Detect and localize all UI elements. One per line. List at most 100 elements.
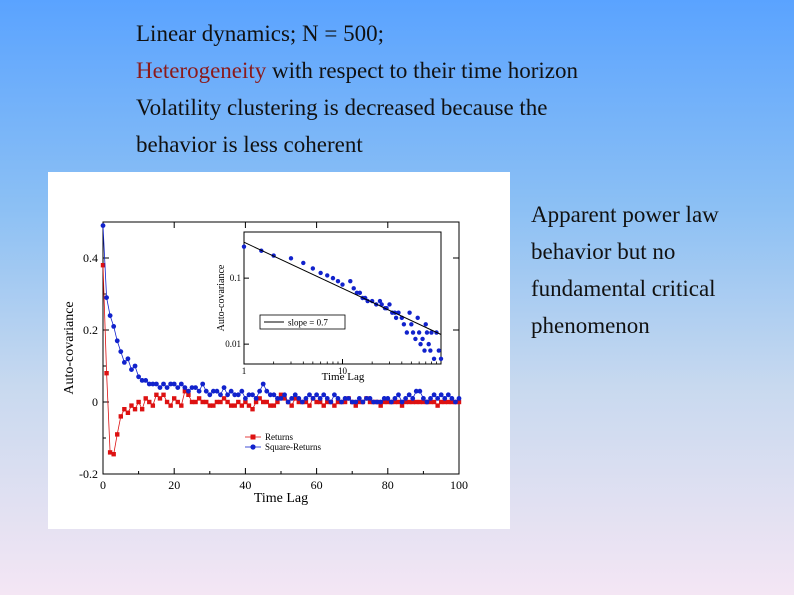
square-returns-point (367, 396, 373, 401)
inset-point (348, 278, 353, 284)
returns-point (293, 396, 298, 401)
returns-point (296, 399, 301, 405)
square-returns-point (328, 399, 334, 405)
slide-line-2-rest: with respect to their time horizon (266, 58, 578, 83)
returns-point (314, 399, 319, 405)
returns-point (403, 399, 408, 405)
square-returns-point (186, 388, 191, 394)
square-returns-point (421, 396, 426, 401)
returns-point (211, 403, 216, 408)
returns-point (342, 399, 348, 405)
main-xtick-label: 60 (311, 478, 323, 492)
inset-point (423, 322, 428, 327)
returns-point (129, 403, 134, 408)
square-returns-point (175, 385, 181, 390)
square-returns-point (136, 374, 141, 380)
square-returns-point (139, 378, 145, 383)
returns-point (182, 389, 188, 394)
square-returns-point (203, 388, 209, 394)
inset-point (330, 275, 336, 281)
returns-point (139, 407, 145, 412)
returns-point (236, 399, 241, 405)
returns-point (111, 452, 116, 457)
main-ytick-label: 0.4 (83, 251, 98, 265)
returns-point (200, 399, 205, 405)
returns-point (456, 399, 462, 405)
square-returns-point (349, 399, 355, 405)
square-returns-point (449, 396, 455, 401)
returns-point (193, 399, 198, 405)
legend-square-returns-marker (250, 444, 256, 450)
returns-point (442, 399, 447, 405)
slide-line-4: behavior is less coherent (136, 132, 363, 157)
main-xtick-label: 20 (168, 478, 180, 492)
square-returns-point (428, 396, 433, 401)
square-returns-point (342, 396, 348, 401)
returns-point (204, 399, 209, 405)
returns-point (449, 399, 455, 405)
square-returns-point (296, 396, 302, 401)
returns-point (179, 403, 184, 408)
returns-point (228, 403, 234, 408)
square-returns-point (228, 388, 234, 394)
returns-point (332, 403, 337, 408)
square-returns-point (218, 392, 223, 398)
square-returns-point (267, 392, 273, 398)
inset-point (288, 256, 294, 261)
returns-point (250, 407, 255, 412)
inset-point (415, 315, 420, 321)
square-returns-point (356, 396, 362, 401)
inset-xtick-label: 10 (338, 366, 348, 376)
returns-point (321, 403, 326, 408)
square-returns-point (214, 388, 220, 394)
square-returns-point (353, 399, 359, 405)
square-returns-point (221, 385, 227, 390)
inset-point (420, 336, 425, 342)
returns-point (104, 371, 109, 376)
returns-point (243, 399, 248, 405)
square-returns-point (456, 396, 462, 401)
inset-legend-label: slope = 0.7 (288, 318, 328, 328)
inset-point (325, 273, 330, 278)
returns-point (214, 399, 220, 405)
inset-fit-line (243, 241, 442, 335)
inset-point (318, 270, 323, 276)
square-returns-point (250, 392, 255, 398)
inset-xlabel: Time Lag (322, 371, 365, 383)
main-xtick-label: 100 (450, 478, 468, 492)
inset-point (310, 266, 316, 271)
main-ytick-label: -0.2 (79, 467, 98, 481)
returns-point (225, 399, 230, 405)
returns-point (239, 403, 245, 408)
returns-point (136, 399, 141, 405)
side-line-3: fundamental critical (531, 276, 716, 301)
square-returns-point (381, 396, 387, 401)
square-returns-point (388, 399, 394, 405)
square-returns-point (292, 392, 298, 398)
returns-point (154, 392, 159, 397)
returns-point (157, 396, 163, 401)
square-returns-point (178, 381, 184, 387)
square-returns-point (285, 399, 291, 405)
square-returns-point (371, 399, 376, 405)
square-returns-point (104, 295, 109, 300)
slide-side-text: Apparent power law behavior but no funda… (531, 196, 781, 344)
square-returns-point (339, 399, 344, 405)
returns-point (353, 403, 358, 408)
inset-ylabel: Auto-covariance (216, 264, 227, 331)
square-returns-point (118, 349, 124, 354)
returns-point (439, 399, 444, 405)
inset-point (335, 278, 341, 284)
returns-point (253, 399, 259, 405)
returns-point (399, 403, 405, 408)
square-returns-point (453, 399, 458, 405)
inset-point (410, 330, 416, 335)
returns-point (435, 403, 440, 408)
returns-point (207, 403, 212, 408)
inset-point (431, 356, 437, 361)
inset-point (401, 322, 407, 327)
square-returns-point (431, 392, 437, 398)
inset-point (393, 315, 399, 321)
square-returns-point (207, 392, 213, 398)
square-returns-point (403, 396, 408, 401)
